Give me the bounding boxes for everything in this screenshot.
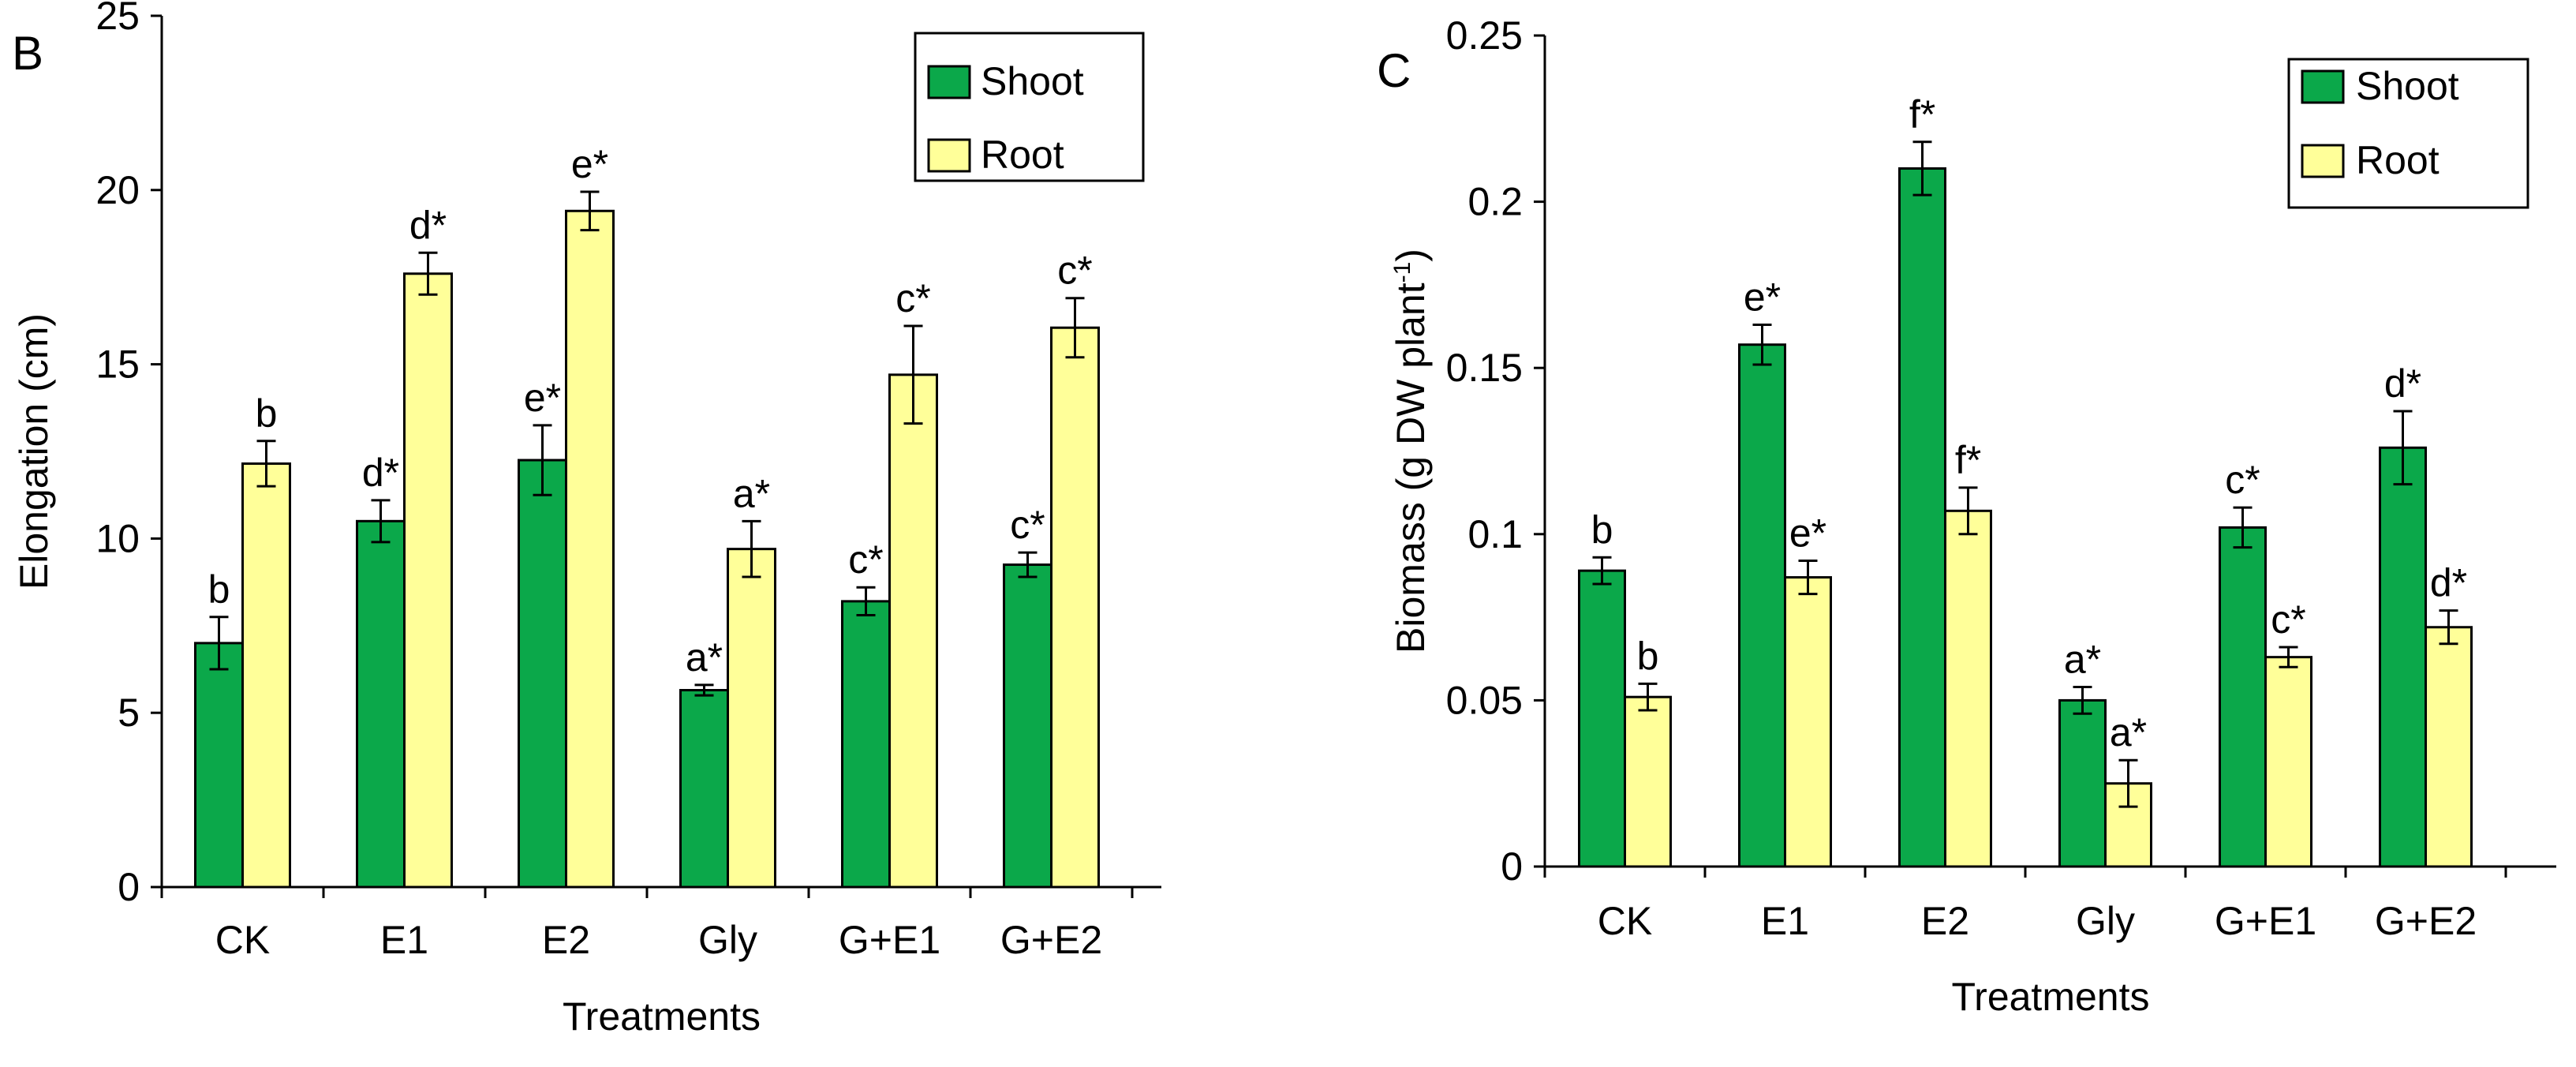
significance-letter: c* [2225,458,2260,502]
significance-letter: b [208,567,230,612]
y-tick-label: 25 [95,0,140,38]
legend-label-shoot: Shoot [981,59,1084,103]
x-tick-label: E1 [1761,899,1809,943]
bar-shoot-ck [1578,569,1626,868]
y-tick-label: 0 [118,865,140,909]
x-tick-label: E2 [542,918,590,962]
legend-label-root: Root [2356,138,2440,182]
x-tick-label: CK [215,918,270,962]
y-axis-title: Biomass (g DW plant-1) [1389,249,1433,653]
bar-root-g-e2 [2425,626,2473,868]
significance-letter: c* [1010,503,1045,547]
significance-letter: e* [1744,275,1781,319]
bar-root-e1 [403,272,453,889]
y-tick-label: 0.15 [1446,346,1523,390]
significance-letter: c* [848,537,883,582]
bar-shoot-e2 [518,459,567,889]
bar-shoot-g-e2 [2379,446,2427,868]
significance-letter: d* [362,451,399,495]
significance-letter: a* [2110,710,2147,754]
significance-letter: d* [2430,561,2467,605]
legend-label-root: Root [981,133,1064,177]
significance-letter: d* [2384,361,2421,406]
x-tick-label: E2 [1921,899,1969,943]
bar-root-e2 [565,209,615,889]
bar-root-g-e1 [888,373,938,889]
significance-letter: b [1591,507,1613,552]
legend-swatch-shoot [2301,69,2345,104]
significance-letter: d* [409,203,447,247]
bar-shoot-ck [194,642,244,889]
y-tick-label: 15 [95,343,140,387]
panel-label-c: C [1377,44,1411,97]
x-tick-label: Gly [698,918,757,962]
significance-letter: e* [1789,511,1826,555]
bar-root-ck [241,462,291,889]
legend-label-shoot: Shoot [2356,64,2459,108]
bar-shoot-gly [679,688,729,889]
bar-shoot-g-e2 [1003,563,1052,889]
chart-panel-c: b e* f* a* c* d* b e* f* a* c* d* 0 0.05 0.1 0.15 0.2 0.2… [1377,13,2556,1019]
significance-letter: c* [1057,249,1092,293]
significance-letter: b [256,391,278,436]
x-tick-label: E1 [380,918,428,962]
bar-shoot-g-e1 [2219,526,2267,868]
bar-shoot-g-e1 [841,600,891,889]
bar-root-gly [727,548,776,889]
y-tick-label: 0.2 [1467,180,1523,224]
legend-swatch-shoot [927,65,971,99]
y-axis-title: Elongation (cm) [12,313,56,590]
y-tick-label: 5 [118,691,140,735]
x-axis-title: Treatments [563,994,761,1039]
significance-letter: b [1637,634,1659,678]
significance-letter: e* [524,376,561,420]
significance-letter: e* [571,142,608,186]
bar-shoot-gly [2058,698,2107,868]
x-tick-label: G+E1 [2215,899,2316,943]
y-axis-title-close: ) [1389,249,1433,262]
y-tick-label: 0 [1501,844,1523,889]
bar-root-e1 [1784,576,1832,868]
y-tick-label: 0.1 [1467,512,1523,556]
legend-swatch-root [927,138,971,173]
bar-shoot-e1 [1738,343,1786,868]
significance-letter: a* [2064,638,2101,682]
x-tick-label: G+E2 [1000,918,1102,962]
significance-letter: c* [895,276,930,320]
x-axis-title: Treatments [1951,975,2149,1019]
x-tick-label: G+E2 [2375,899,2477,943]
y-axis-title-main: Biomass (g DW plant [1389,283,1433,653]
bar-root-g-e1 [2264,656,2312,868]
y-tick-label: 0.05 [1446,678,1523,722]
significance-letter: f* [1909,92,1935,137]
y-tick-label: 10 [95,516,140,560]
bar-shoot-e2 [1898,167,1946,868]
bar-root-g-e2 [1050,326,1100,889]
significance-letter: c* [2271,597,2305,642]
y-tick-label: 20 [95,168,140,212]
y-axis-title-superscript: -1 [1389,262,1415,283]
panel-label-b: B [12,27,43,80]
bar-root-ck [1624,695,1672,868]
x-tick-label: G+E1 [839,918,940,962]
chart-panel-b: b d* e* a* c* c* b d* e* a* c* c* 0 5 10 15 20 25 CK E1 E2 Gl… [12,0,1161,1039]
bar-shoot-e1 [356,519,406,889]
significance-letter: a* [733,471,770,515]
x-tick-label: CK [1598,899,1652,943]
significance-letter: f* [1955,438,1981,482]
bar-root-e2 [1944,509,1992,868]
legend-swatch-root [2301,144,2345,178]
x-tick-label: Gly [2076,899,2135,943]
y-tick-label: 0.25 [1446,13,1523,58]
significance-letter: a* [686,635,723,680]
